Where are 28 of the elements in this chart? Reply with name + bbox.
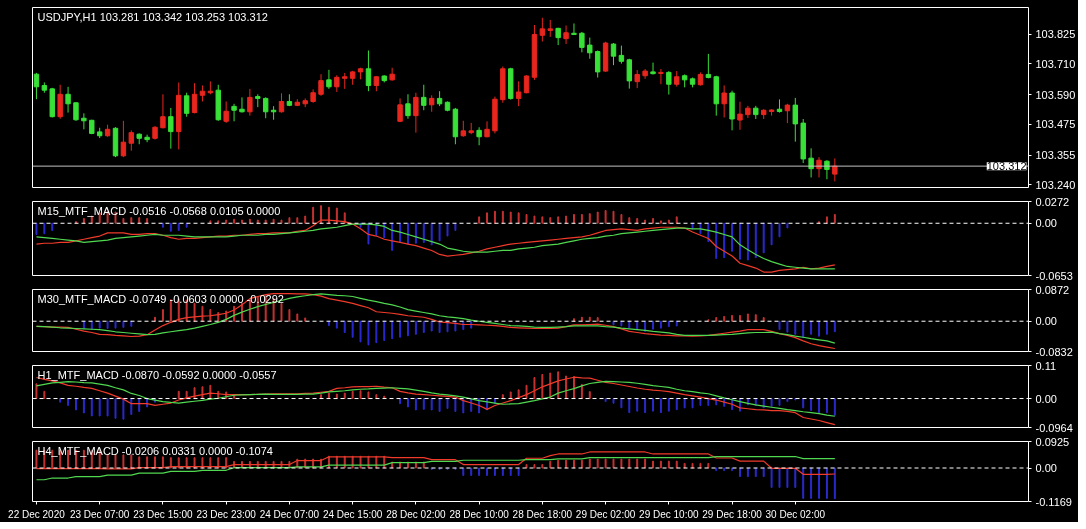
y-tick-label: 0.00 [1035, 392, 1057, 405]
x-tick-label: 24 Dec 15:00 [322, 508, 383, 520]
chart-title: H1_MTF_MACD -0.0870 -0.0592 0.0000 -0.0557 [37, 368, 277, 381]
x-tick-label: 28 Dec 10:00 [449, 508, 510, 520]
x-tick-label: 28 Dec 18:00 [512, 508, 573, 520]
x-tick-label: 24 Dec 07:00 [259, 508, 320, 520]
chart-title: M15_MTF_MACD -0.0516 -0.0568 0.0105 0.0000 [37, 204, 281, 217]
y-tick-label: 0.00 [1035, 315, 1057, 328]
x-tick-label: 29 Dec 18:00 [702, 508, 763, 520]
y-tick-label: 0.0925 [1035, 435, 1070, 448]
y-tick-label: -0.0964 [1035, 421, 1073, 434]
x-tick-label: 29 Dec 02:00 [575, 508, 636, 520]
x-tick-label: 29 Dec 10:00 [639, 508, 700, 520]
x-tick-label: 23 Dec 07:00 [69, 508, 130, 520]
x-tick-label: 23 Dec 15:00 [133, 508, 194, 520]
y-tick-label: 0.0872 [1035, 283, 1070, 296]
chart-title: H4_MTF_MACD -0.0206 0.0331 0.0000 -0.1074 [37, 444, 273, 457]
y-tick-label: -0.1169 [1035, 495, 1072, 508]
y-tick-label: 0.00 [1035, 217, 1057, 230]
x-tick-label: 30 Dec 02:00 [765, 508, 826, 520]
x-tick-label: 23 Dec 23:00 [196, 508, 257, 520]
y-tick-label: -0.0832 [1035, 345, 1073, 358]
x-tick-label: 22 Dec 2020 [8, 508, 66, 520]
y-tick-label: 0.0272 [1035, 195, 1070, 208]
y-tick-label: -0.0653 [1035, 269, 1073, 282]
y-tick-label: 0.11 [1035, 359, 1057, 372]
y-tick-label: 0.00 [1035, 462, 1057, 474]
x-tick-label: 28 Dec 02:00 [386, 508, 447, 520]
